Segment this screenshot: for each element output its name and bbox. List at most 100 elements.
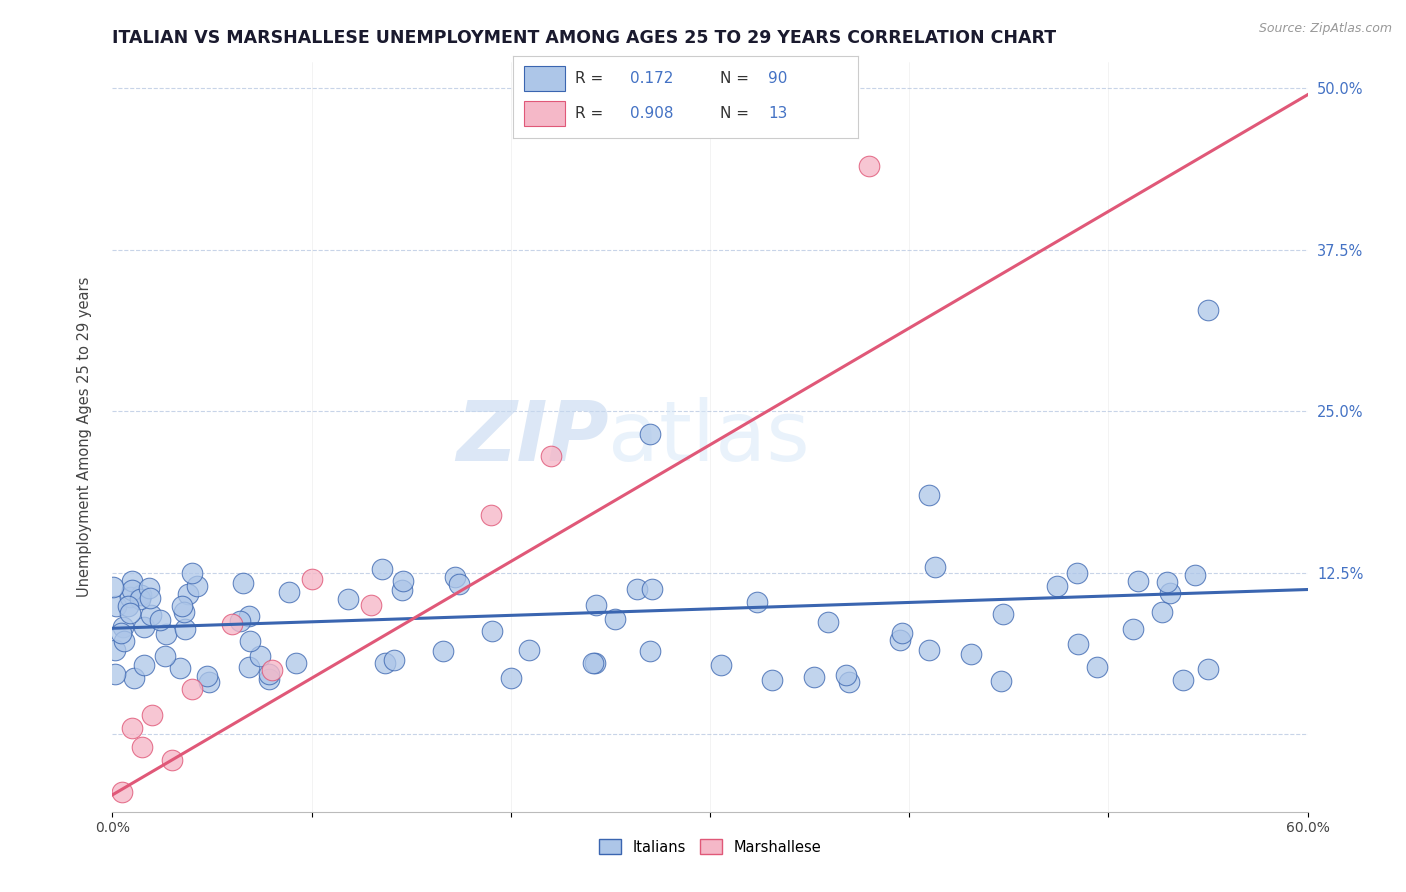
Point — [153, 648, 176, 663]
Point — [993, 607, 1015, 621]
Point — [710, 658, 733, 673]
Point — [1122, 622, 1144, 636]
Text: 13: 13 — [768, 106, 787, 121]
Point — [195, 669, 218, 683]
Point — [858, 159, 880, 173]
Point — [1152, 605, 1174, 619]
Text: 0.908: 0.908 — [630, 106, 673, 121]
Point — [1046, 579, 1069, 593]
Point — [198, 674, 221, 689]
Point — [104, 599, 127, 613]
Point — [918, 643, 941, 657]
Text: N =: N = — [720, 70, 749, 86]
Point — [603, 612, 626, 626]
Point — [238, 660, 260, 674]
Point — [817, 615, 839, 629]
Text: R =: R = — [575, 70, 603, 86]
Point — [517, 642, 540, 657]
Point — [745, 594, 768, 608]
Point — [177, 587, 200, 601]
Point — [1159, 586, 1181, 600]
Point — [141, 608, 163, 623]
Point — [1156, 574, 1178, 589]
Point — [174, 622, 197, 636]
Point — [284, 656, 307, 670]
Point — [132, 620, 155, 634]
Point — [1184, 567, 1206, 582]
Text: N =: N = — [720, 106, 749, 121]
Point — [374, 656, 396, 670]
Point — [221, 617, 243, 632]
Point — [336, 591, 359, 606]
Point — [260, 663, 283, 677]
Point — [134, 658, 156, 673]
Point — [104, 667, 127, 681]
Legend: Italians, Marshallese: Italians, Marshallese — [593, 833, 827, 861]
Point — [120, 606, 142, 620]
Point — [112, 634, 135, 648]
Point — [481, 624, 503, 639]
Text: 90: 90 — [768, 70, 787, 86]
Point — [128, 592, 150, 607]
Point — [121, 574, 143, 588]
Point — [761, 673, 783, 687]
Point — [257, 672, 280, 686]
Point — [990, 674, 1012, 689]
Point — [924, 560, 946, 574]
Point — [918, 488, 941, 502]
Point — [1067, 637, 1090, 651]
Point — [626, 582, 648, 596]
Point — [138, 591, 160, 605]
Point — [449, 577, 471, 591]
Point — [122, 671, 145, 685]
Point — [170, 599, 193, 613]
Text: ZIP: ZIP — [456, 397, 609, 477]
Point — [228, 614, 250, 628]
Point — [889, 633, 911, 648]
Point — [181, 681, 204, 696]
Point — [138, 581, 160, 595]
Text: atlas: atlas — [609, 397, 810, 477]
Y-axis label: Unemployment Among Ages 25 to 29 years: Unemployment Among Ages 25 to 29 years — [77, 277, 91, 598]
Point — [301, 572, 323, 586]
Point — [803, 670, 825, 684]
Point — [360, 598, 382, 612]
Point — [583, 656, 606, 670]
Point — [121, 721, 143, 735]
Point — [111, 785, 134, 799]
Point — [169, 660, 191, 674]
Point — [112, 620, 135, 634]
Point — [239, 633, 262, 648]
Point — [391, 582, 413, 597]
Point — [238, 608, 260, 623]
Text: R =: R = — [575, 106, 603, 121]
Point — [277, 584, 299, 599]
Point — [501, 672, 523, 686]
Point — [641, 582, 664, 596]
Point — [131, 740, 153, 755]
Text: Source: ZipAtlas.com: Source: ZipAtlas.com — [1258, 22, 1392, 36]
Point — [1126, 574, 1149, 588]
Point — [382, 652, 405, 666]
Point — [640, 644, 662, 658]
Point — [257, 667, 280, 681]
Text: 0.172: 0.172 — [630, 70, 673, 86]
Bar — [523, 102, 565, 126]
Point — [118, 590, 141, 604]
Point — [1171, 673, 1194, 687]
Point — [162, 753, 183, 767]
Point — [585, 598, 607, 612]
Point — [540, 450, 562, 464]
Point — [838, 674, 860, 689]
Point — [104, 643, 127, 657]
Point — [149, 613, 172, 627]
Point — [249, 649, 271, 664]
Point — [173, 605, 195, 619]
Text: ITALIAN VS MARSHALLESE UNEMPLOYMENT AMONG AGES 25 TO 29 YEARS CORRELATION CHART: ITALIAN VS MARSHALLESE UNEMPLOYMENT AMON… — [112, 29, 1056, 47]
Point — [141, 707, 163, 722]
Point — [582, 657, 605, 671]
Point — [1197, 661, 1219, 675]
Point — [432, 643, 454, 657]
Point — [155, 626, 177, 640]
Point — [232, 575, 254, 590]
